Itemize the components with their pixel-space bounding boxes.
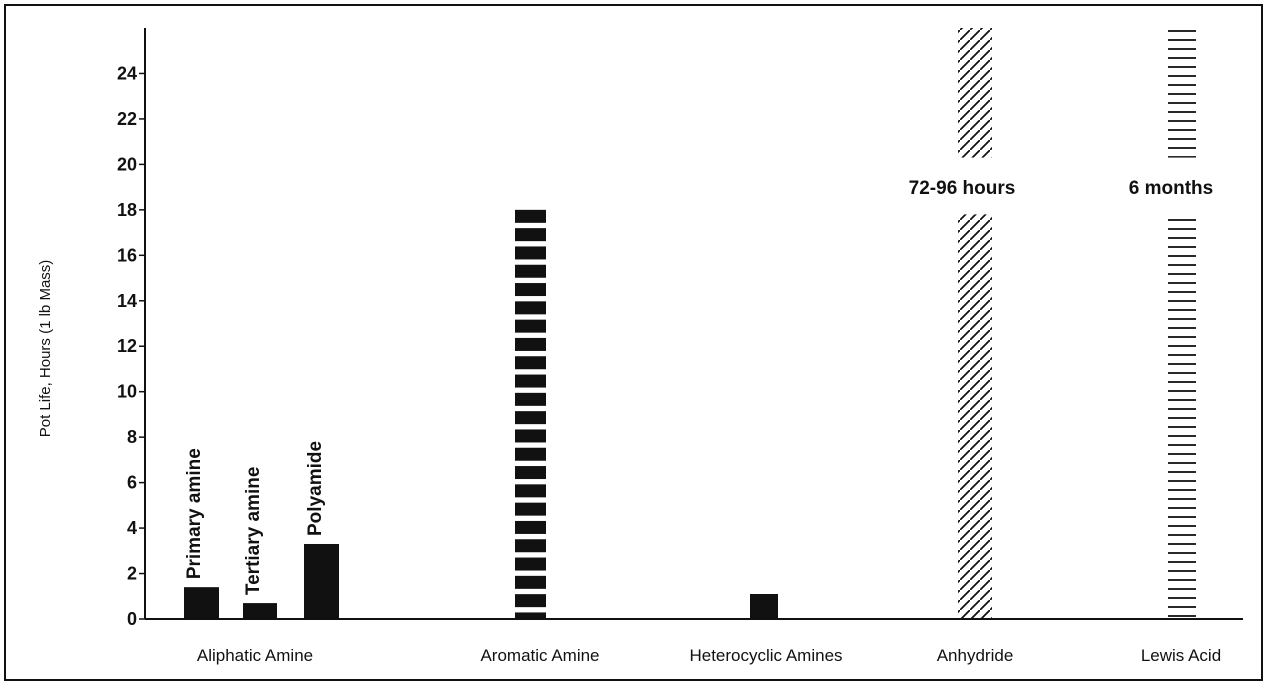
bar-segment bbox=[515, 502, 546, 516]
bar-label: 72-96 hours bbox=[909, 178, 1016, 199]
bar bbox=[958, 28, 992, 619]
bar-lower bbox=[958, 214, 992, 619]
labels: Aliphatic Amine Aromatic Amine Heterocycli… bbox=[184, 178, 1221, 665]
bar-segment bbox=[515, 264, 546, 278]
category-label: Anhydride bbox=[937, 646, 1014, 665]
bar bbox=[515, 209, 546, 619]
bar bbox=[243, 603, 277, 619]
y-tick-label: 10 bbox=[117, 382, 137, 402]
y-tick-label: 20 bbox=[117, 154, 137, 174]
bar bbox=[184, 587, 219, 619]
y-tick-label: 16 bbox=[117, 245, 137, 265]
bar-lower bbox=[1168, 214, 1196, 619]
bar-segment bbox=[515, 246, 546, 260]
bar bbox=[1168, 28, 1196, 619]
y-tick-label: 14 bbox=[117, 291, 137, 311]
bar-segment bbox=[515, 429, 546, 443]
bar-label: Polyamide bbox=[305, 441, 326, 536]
bar-segment bbox=[515, 283, 546, 297]
bar-segment bbox=[515, 520, 546, 534]
y-tick-label: 0 bbox=[127, 609, 137, 629]
bar-label: Primary amine bbox=[184, 448, 205, 579]
bar-segment bbox=[515, 411, 546, 425]
bar-segment bbox=[515, 301, 546, 315]
category-label: Heterocyclic Amines bbox=[689, 646, 842, 665]
y-tick-label: 6 bbox=[127, 473, 137, 493]
bar-segment bbox=[515, 209, 546, 223]
bar-label: Tertiary amine bbox=[243, 467, 264, 595]
y-tick-label: 18 bbox=[117, 200, 137, 220]
y-tick-label: 12 bbox=[117, 336, 137, 356]
bar-segment bbox=[515, 356, 546, 370]
bar-segment bbox=[515, 374, 546, 388]
bar-segment bbox=[515, 594, 546, 608]
y-tick-label: 4 bbox=[127, 518, 137, 538]
y-tick-label: 8 bbox=[127, 427, 137, 447]
category-label: Aromatic Amine bbox=[480, 646, 599, 665]
bar-segment bbox=[515, 612, 546, 619]
category-label: Aliphatic Amine bbox=[197, 646, 313, 665]
bar-segment bbox=[515, 575, 546, 589]
category-label: Lewis Acid bbox=[1141, 646, 1221, 665]
y-tick-label: 24 bbox=[117, 63, 137, 83]
bar-label: 6 months bbox=[1129, 178, 1213, 199]
bar-segment bbox=[515, 319, 546, 333]
bar bbox=[304, 543, 339, 619]
bar-segment bbox=[515, 484, 546, 498]
bar-upper bbox=[958, 28, 992, 158]
bars bbox=[184, 28, 1196, 619]
bar-segment bbox=[515, 466, 546, 480]
y-axis-title: Pot Life, Hours (1 lb Mass) bbox=[37, 260, 54, 438]
bar-segment bbox=[515, 337, 546, 351]
bar bbox=[750, 593, 778, 619]
bar-segment bbox=[515, 539, 546, 553]
bar-segment bbox=[515, 228, 546, 242]
bar-segment bbox=[515, 392, 546, 406]
bar-segment bbox=[515, 557, 546, 571]
chart-frame bbox=[4, 4, 1263, 681]
bar-upper bbox=[1168, 28, 1196, 158]
y-tick-label: 22 bbox=[117, 109, 137, 129]
bar-segment bbox=[515, 447, 546, 461]
y-tick-label: 2 bbox=[127, 564, 137, 584]
